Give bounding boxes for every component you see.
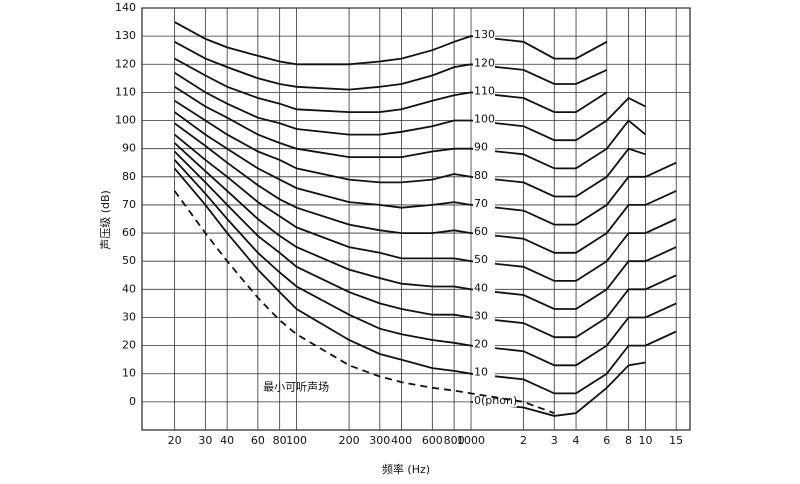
y-tick-label: 110: [115, 85, 136, 98]
series-line: [174, 133, 677, 282]
plot-frame: [141, 7, 691, 431]
series-label-bg: [473, 29, 496, 42]
series-label: 30: [474, 309, 488, 322]
series-label-bg: [473, 85, 496, 98]
series-line: [174, 71, 646, 142]
y-tick-label: 130: [115, 29, 136, 42]
series-line: [173, 190, 555, 414]
series-line: [174, 57, 608, 113]
y-tick-label: 20: [122, 339, 136, 352]
x-tick-label: 30: [198, 434, 212, 447]
y-tick-label: 80: [122, 170, 136, 183]
x-tick-label: 300: [369, 434, 390, 447]
x-tick-label: 1000: [457, 434, 485, 447]
series-line: [174, 111, 677, 226]
x-tick-label: 600: [422, 434, 443, 447]
series-label-bg: [473, 394, 518, 407]
series-label: 60: [474, 225, 488, 238]
y-tick-label: 40: [122, 282, 136, 295]
series-label-bg: [473, 310, 496, 323]
x-tick-label: 8: [625, 434, 632, 447]
series-label: 10: [474, 366, 488, 379]
y-tick-label: 30: [122, 310, 136, 323]
series-label-bg: [473, 282, 496, 295]
series-label: 50: [474, 253, 488, 266]
series-line: [173, 167, 677, 395]
series-line: [174, 21, 608, 66]
series-label: 0(phon): [474, 394, 517, 407]
series-line: [174, 122, 677, 254]
series-label: 80: [474, 169, 488, 182]
series-label: 70: [474, 197, 488, 210]
series-line: [174, 41, 608, 91]
series-line: [470, 361, 646, 417]
x-tick-label: 10: [638, 434, 652, 447]
y-tick-label: 140: [115, 1, 136, 14]
series-label-bg: [473, 197, 496, 210]
y-tick-label: 120: [115, 57, 136, 70]
series-label: 120: [474, 56, 495, 69]
series-label: 130: [474, 28, 495, 41]
x-tick-label: 60: [251, 434, 265, 447]
y-tick-label: 0: [129, 395, 136, 408]
y-tick-label: 60: [122, 226, 136, 239]
series-label-bg: [473, 169, 496, 182]
x-axis-title: 频率 (Hz): [382, 462, 430, 476]
series-line: [174, 100, 646, 198]
x-tick-label: 200: [339, 434, 360, 447]
series-line: [173, 142, 677, 310]
y-tick-label: 50: [122, 254, 136, 267]
y-tick-label: 90: [122, 142, 136, 155]
series-label-bg: [473, 338, 496, 351]
series-label: 100: [474, 113, 495, 126]
y-tick-label: 10: [122, 367, 136, 380]
x-tick-label: 80: [273, 434, 287, 447]
series-label: 20: [474, 338, 488, 351]
x-tick-label: 800: [444, 434, 465, 447]
series-label-bg: [473, 113, 496, 126]
series-label: 90: [474, 141, 488, 154]
series-label-bg: [473, 254, 496, 267]
x-tick-label: 100: [286, 434, 307, 447]
x-tick-label: 40: [220, 434, 234, 447]
y-axis-title: 声压级 (dB): [98, 190, 112, 250]
series-label: 最小可听声场: [263, 379, 329, 393]
x-tick-label: 15: [669, 434, 683, 447]
series-label: 110: [474, 84, 495, 97]
x-tick-label: 4: [573, 434, 580, 447]
series-label-bg: [473, 366, 496, 379]
y-tick-label: 100: [115, 114, 136, 127]
series-label-bg: [473, 226, 496, 239]
series-line: [174, 86, 647, 170]
x-tick-label: 3: [551, 434, 558, 447]
x-tick-label: 2: [520, 434, 527, 447]
x-tick-label: 20: [168, 434, 182, 447]
y-tick-label: 70: [122, 198, 136, 211]
series-line: [173, 150, 677, 339]
series-label-bg: [473, 57, 496, 70]
series-label-bg: [473, 141, 496, 154]
series-line: [173, 159, 677, 367]
series-label: 40: [474, 281, 488, 294]
x-tick-label: 400: [391, 434, 412, 447]
x-tick-label: 6: [603, 434, 610, 447]
